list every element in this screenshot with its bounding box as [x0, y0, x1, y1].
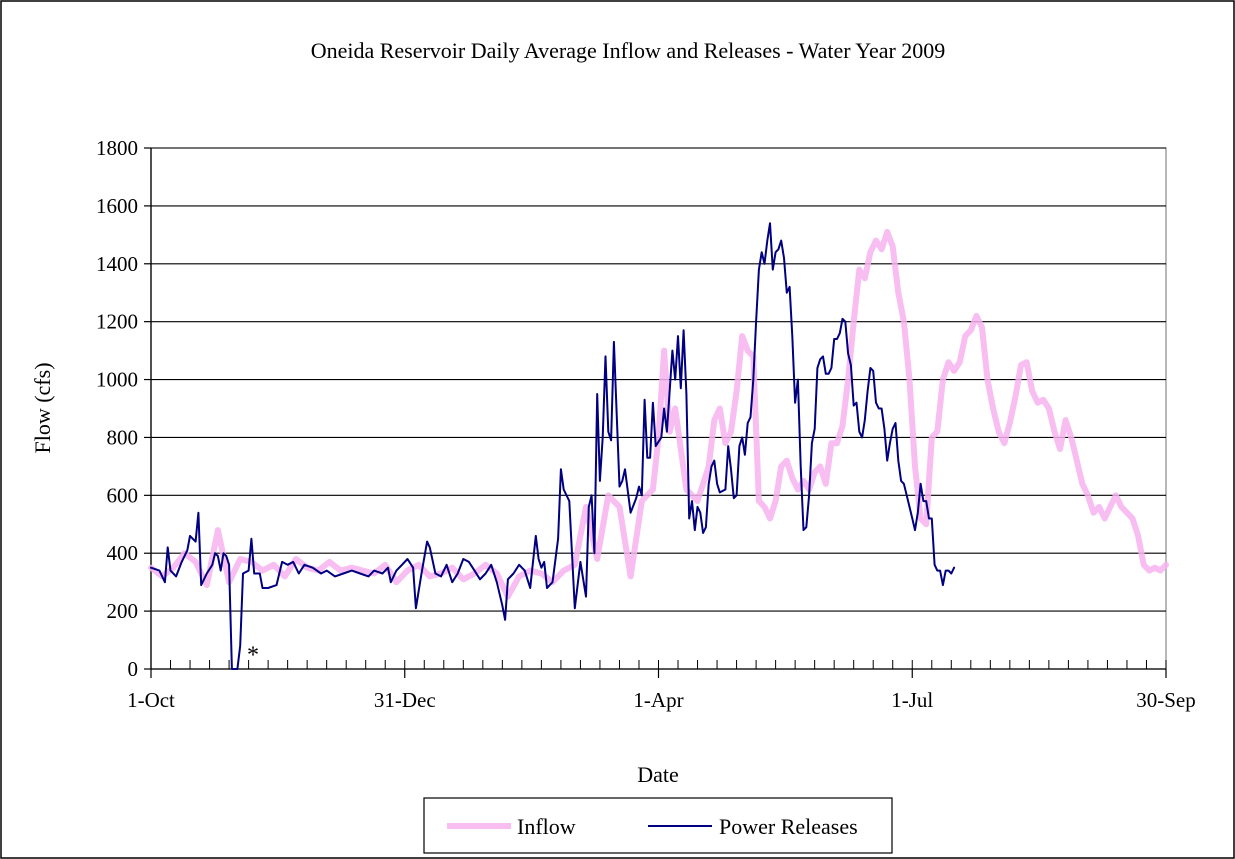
- series-line-inflow: [148, 228, 1169, 600]
- annotation-asterisk: *: [247, 643, 259, 669]
- gridlines: [151, 147, 1166, 612]
- y-tick-label-800: 800: [107, 425, 139, 449]
- legend: Inflow Power Releases: [423, 797, 893, 854]
- y-tick-label-1800: 1800: [96, 136, 138, 160]
- x-axis-label: Date: [637, 762, 679, 787]
- y-tick-label-0: 0: [128, 657, 139, 681]
- y-tick-label-1200: 1200: [96, 310, 138, 334]
- y-tick-label-1600: 1600: [96, 194, 138, 218]
- x-tick-label-1-Oct: 1-Oct: [127, 688, 175, 712]
- series-group: [148, 222, 1169, 670]
- x-tick-label-1-Jul: 1-Jul: [891, 688, 933, 712]
- legend-label-power-releases: Power Releases: [719, 814, 858, 839]
- series-line-power-releases: [150, 222, 956, 670]
- x-tick-label-31-Dec: 31-Dec: [374, 688, 436, 712]
- y-axis-label: Flow (cfs): [30, 362, 55, 453]
- y-tick-label-1000: 1000: [96, 368, 138, 392]
- plot-area: 0 200 400 600 800 1000 1200 1400 1600 1800 1-Oct 3…: [96, 136, 1196, 712]
- y-tick-label-1400: 1400: [96, 252, 138, 276]
- x-axis: 1-Oct 31-Dec 1-Apr 1-Jul 30-Sep: [127, 660, 1196, 712]
- x-tick-label-1-Apr: 1-Apr: [633, 688, 683, 712]
- chart-title: Oneida Reservoir Daily Average Inflow an…: [311, 38, 946, 63]
- x-tick-label-30-Sep: 30-Sep: [1136, 688, 1196, 712]
- y-tick-label-200: 200: [107, 599, 139, 623]
- y-tick-label-600: 600: [107, 483, 139, 507]
- legend-label-inflow: Inflow: [517, 814, 576, 839]
- y-axis: 0 200 400 600 800 1000 1200 1400 1600 1800: [96, 136, 152, 681]
- y-tick-label-400: 400: [107, 541, 139, 565]
